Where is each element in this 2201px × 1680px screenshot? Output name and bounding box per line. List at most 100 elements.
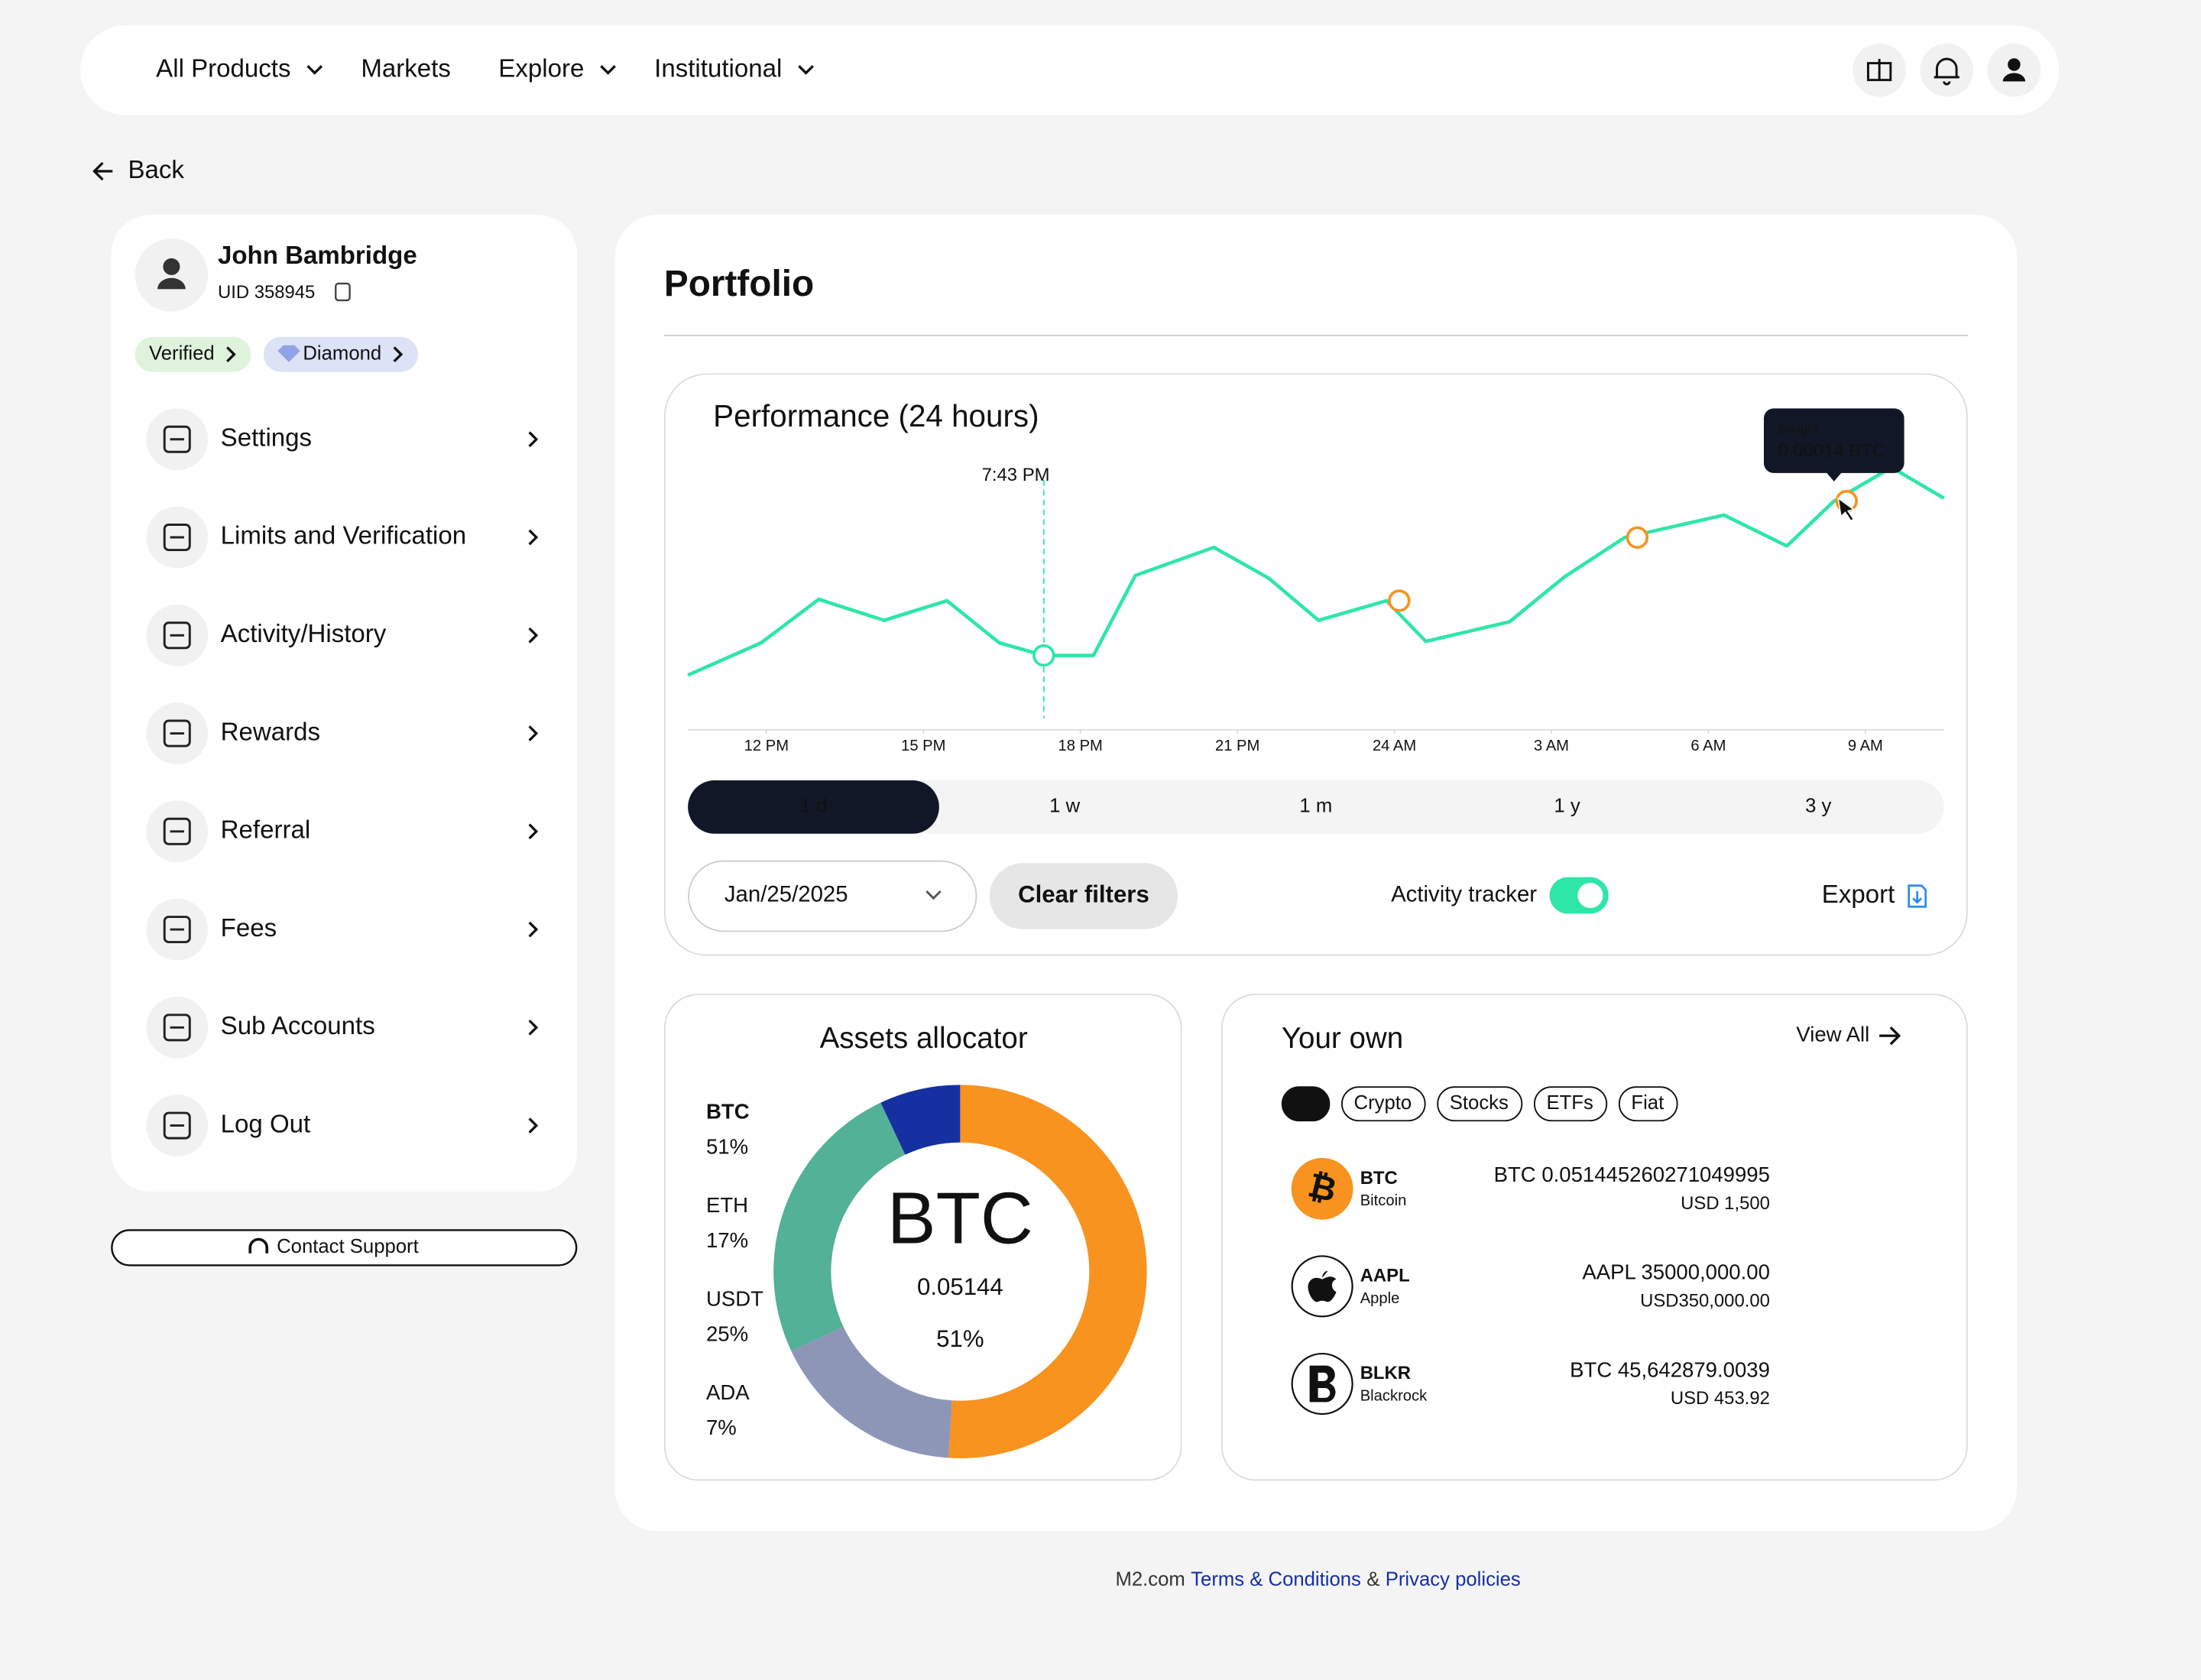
chevron (798, 65, 814, 75)
donut-segment (880, 1085, 961, 1155)
menu-item[interactable]: Referral (221, 816, 311, 845)
filter-chip[interactable] (1341, 1086, 1426, 1122)
menu-item[interactable]: Rewards (221, 718, 320, 746)
nav-item[interactable]: Explore (498, 55, 584, 83)
nav-item[interactable]: Markets (361, 55, 451, 83)
sidebar (111, 214, 578, 1192)
range-tab[interactable]: 1 y (1554, 796, 1580, 817)
donut-center-label: BTC (887, 1178, 1033, 1259)
menu-item[interactable]: Activity/History (221, 620, 387, 648)
chevron (528, 725, 539, 741)
chevron (528, 431, 539, 448)
bell-icon (1934, 57, 1960, 86)
chevron (528, 627, 539, 644)
menu-icon (163, 1111, 191, 1140)
tooltip-title: Bought (1778, 421, 1818, 436)
menu-icon (163, 621, 191, 650)
range-tab[interactable]: 1 w (1049, 796, 1080, 817)
filter-chip[interactable] (1533, 1086, 1608, 1122)
footer-link[interactable]: Terms & Conditions (1191, 1568, 1361, 1590)
menu-item[interactable]: Fees (221, 914, 277, 942)
clear-filters-button[interactable] (989, 863, 1178, 929)
range-tab[interactable]: 3 y (1805, 796, 1831, 817)
portfolio-title: Portfolio (664, 264, 814, 304)
view-all-arrow (1879, 1026, 1901, 1046)
asset-usd: USD 1,500 (1681, 1193, 1770, 1214)
filter-chip-label: Stocks (1450, 1092, 1509, 1114)
filter-chip[interactable] (1281, 1086, 1331, 1122)
asset-name: Blackrock (1360, 1387, 1428, 1404)
range-tab-active[interactable] (688, 780, 939, 834)
x-tick-label: 3 AM (1534, 738, 1569, 754)
toggle-knob (1577, 883, 1603, 909)
date-value: Jan/25/2025 (724, 881, 848, 906)
menu-item[interactable]: Limits and Verification (221, 522, 466, 550)
footer-text: & (1366, 1568, 1379, 1590)
filter-chip-label: Fiat (1631, 1092, 1664, 1114)
asset-amount: BTC 45,642879.0039 (1570, 1357, 1770, 1381)
contact-support: Contact Support (277, 1236, 419, 1257)
x-tick-label: 12 PM (744, 738, 789, 754)
legend-label: ETH (706, 1193, 748, 1217)
chevron (600, 65, 616, 75)
chevron (925, 890, 942, 900)
filter-chip-label: All (1294, 1092, 1316, 1114)
filter-chip[interactable] (1437, 1086, 1523, 1122)
donut-center-share: 51% (936, 1325, 984, 1352)
headset-icon (248, 1237, 269, 1254)
donut-segment (948, 1085, 1147, 1458)
cursor-label: 7:43 PM (982, 465, 1050, 485)
footer-link[interactable]: Privacy policies (1386, 1568, 1521, 1590)
legend-value: 7% (706, 1416, 737, 1439)
pointer (1837, 497, 1856, 522)
back-link[interactable]: Back (128, 156, 184, 184)
legend-label: USDT (706, 1286, 763, 1310)
legend-value: 25% (706, 1322, 748, 1345)
chevron (528, 529, 539, 546)
assets-title: Assets allocator (820, 1022, 1028, 1055)
tooltip (1763, 408, 1904, 473)
filter-chip[interactable] (1618, 1086, 1678, 1122)
chevron (393, 346, 404, 363)
asset-amount: AAPL 35000,000.00 (1582, 1260, 1769, 1284)
view-all[interactable]: View All (1796, 1022, 1869, 1046)
profile-uid: UID 358945 (218, 282, 315, 303)
date-select[interactable] (688, 860, 977, 932)
range-tab[interactable]: 1 d (800, 796, 828, 817)
avatar-icon (163, 258, 180, 275)
copy-icon[interactable] (335, 282, 351, 302)
menu-icon (163, 425, 191, 453)
footer: M2.com Terms & Conditions & Privacy policie… (1115, 1568, 1520, 1590)
badge-label: Diamond (303, 342, 381, 364)
bell-button[interactable] (1920, 43, 1974, 97)
profile-name: John Bambridge (218, 242, 417, 270)
activity-marker (1626, 526, 1649, 549)
menu-item[interactable]: Settings (221, 423, 312, 452)
menu-item[interactable]: Sub Accounts (221, 1012, 375, 1040)
asset-amount: BTC 0.051445260271049995 (1494, 1163, 1770, 1186)
nav-item[interactable]: All Products (156, 55, 290, 83)
badge[interactable] (135, 336, 251, 372)
tooltip-tail (1825, 471, 1843, 482)
export-icon (1908, 884, 1927, 908)
badge[interactable] (263, 336, 418, 372)
nav-item[interactable]: Institutional (654, 55, 782, 83)
account-icon (2002, 73, 2026, 82)
asset-name: Apple (1360, 1290, 1400, 1307)
top-nav (80, 25, 2060, 115)
activity-marker (1388, 589, 1411, 612)
export[interactable]: Export (1822, 881, 1895, 909)
activity-tracker-label: Activity tracker (1391, 881, 1537, 906)
filter-chip-label: Crypto (1354, 1092, 1412, 1114)
asset-usd: USD350,000.00 (1640, 1290, 1770, 1311)
range-tab[interactable]: 1 m (1299, 796, 1332, 817)
contact-support-button[interactable] (111, 1229, 578, 1266)
donut-center-amount: 0.05144 (917, 1273, 1003, 1300)
x-tick-label: 18 PM (1058, 738, 1103, 754)
donut-segment (773, 1102, 906, 1351)
menu-icon (163, 524, 191, 552)
holdings-title: Your own (1282, 1022, 1403, 1055)
avatar-icon (157, 277, 186, 290)
menu-item[interactable]: Log Out (221, 1110, 311, 1138)
